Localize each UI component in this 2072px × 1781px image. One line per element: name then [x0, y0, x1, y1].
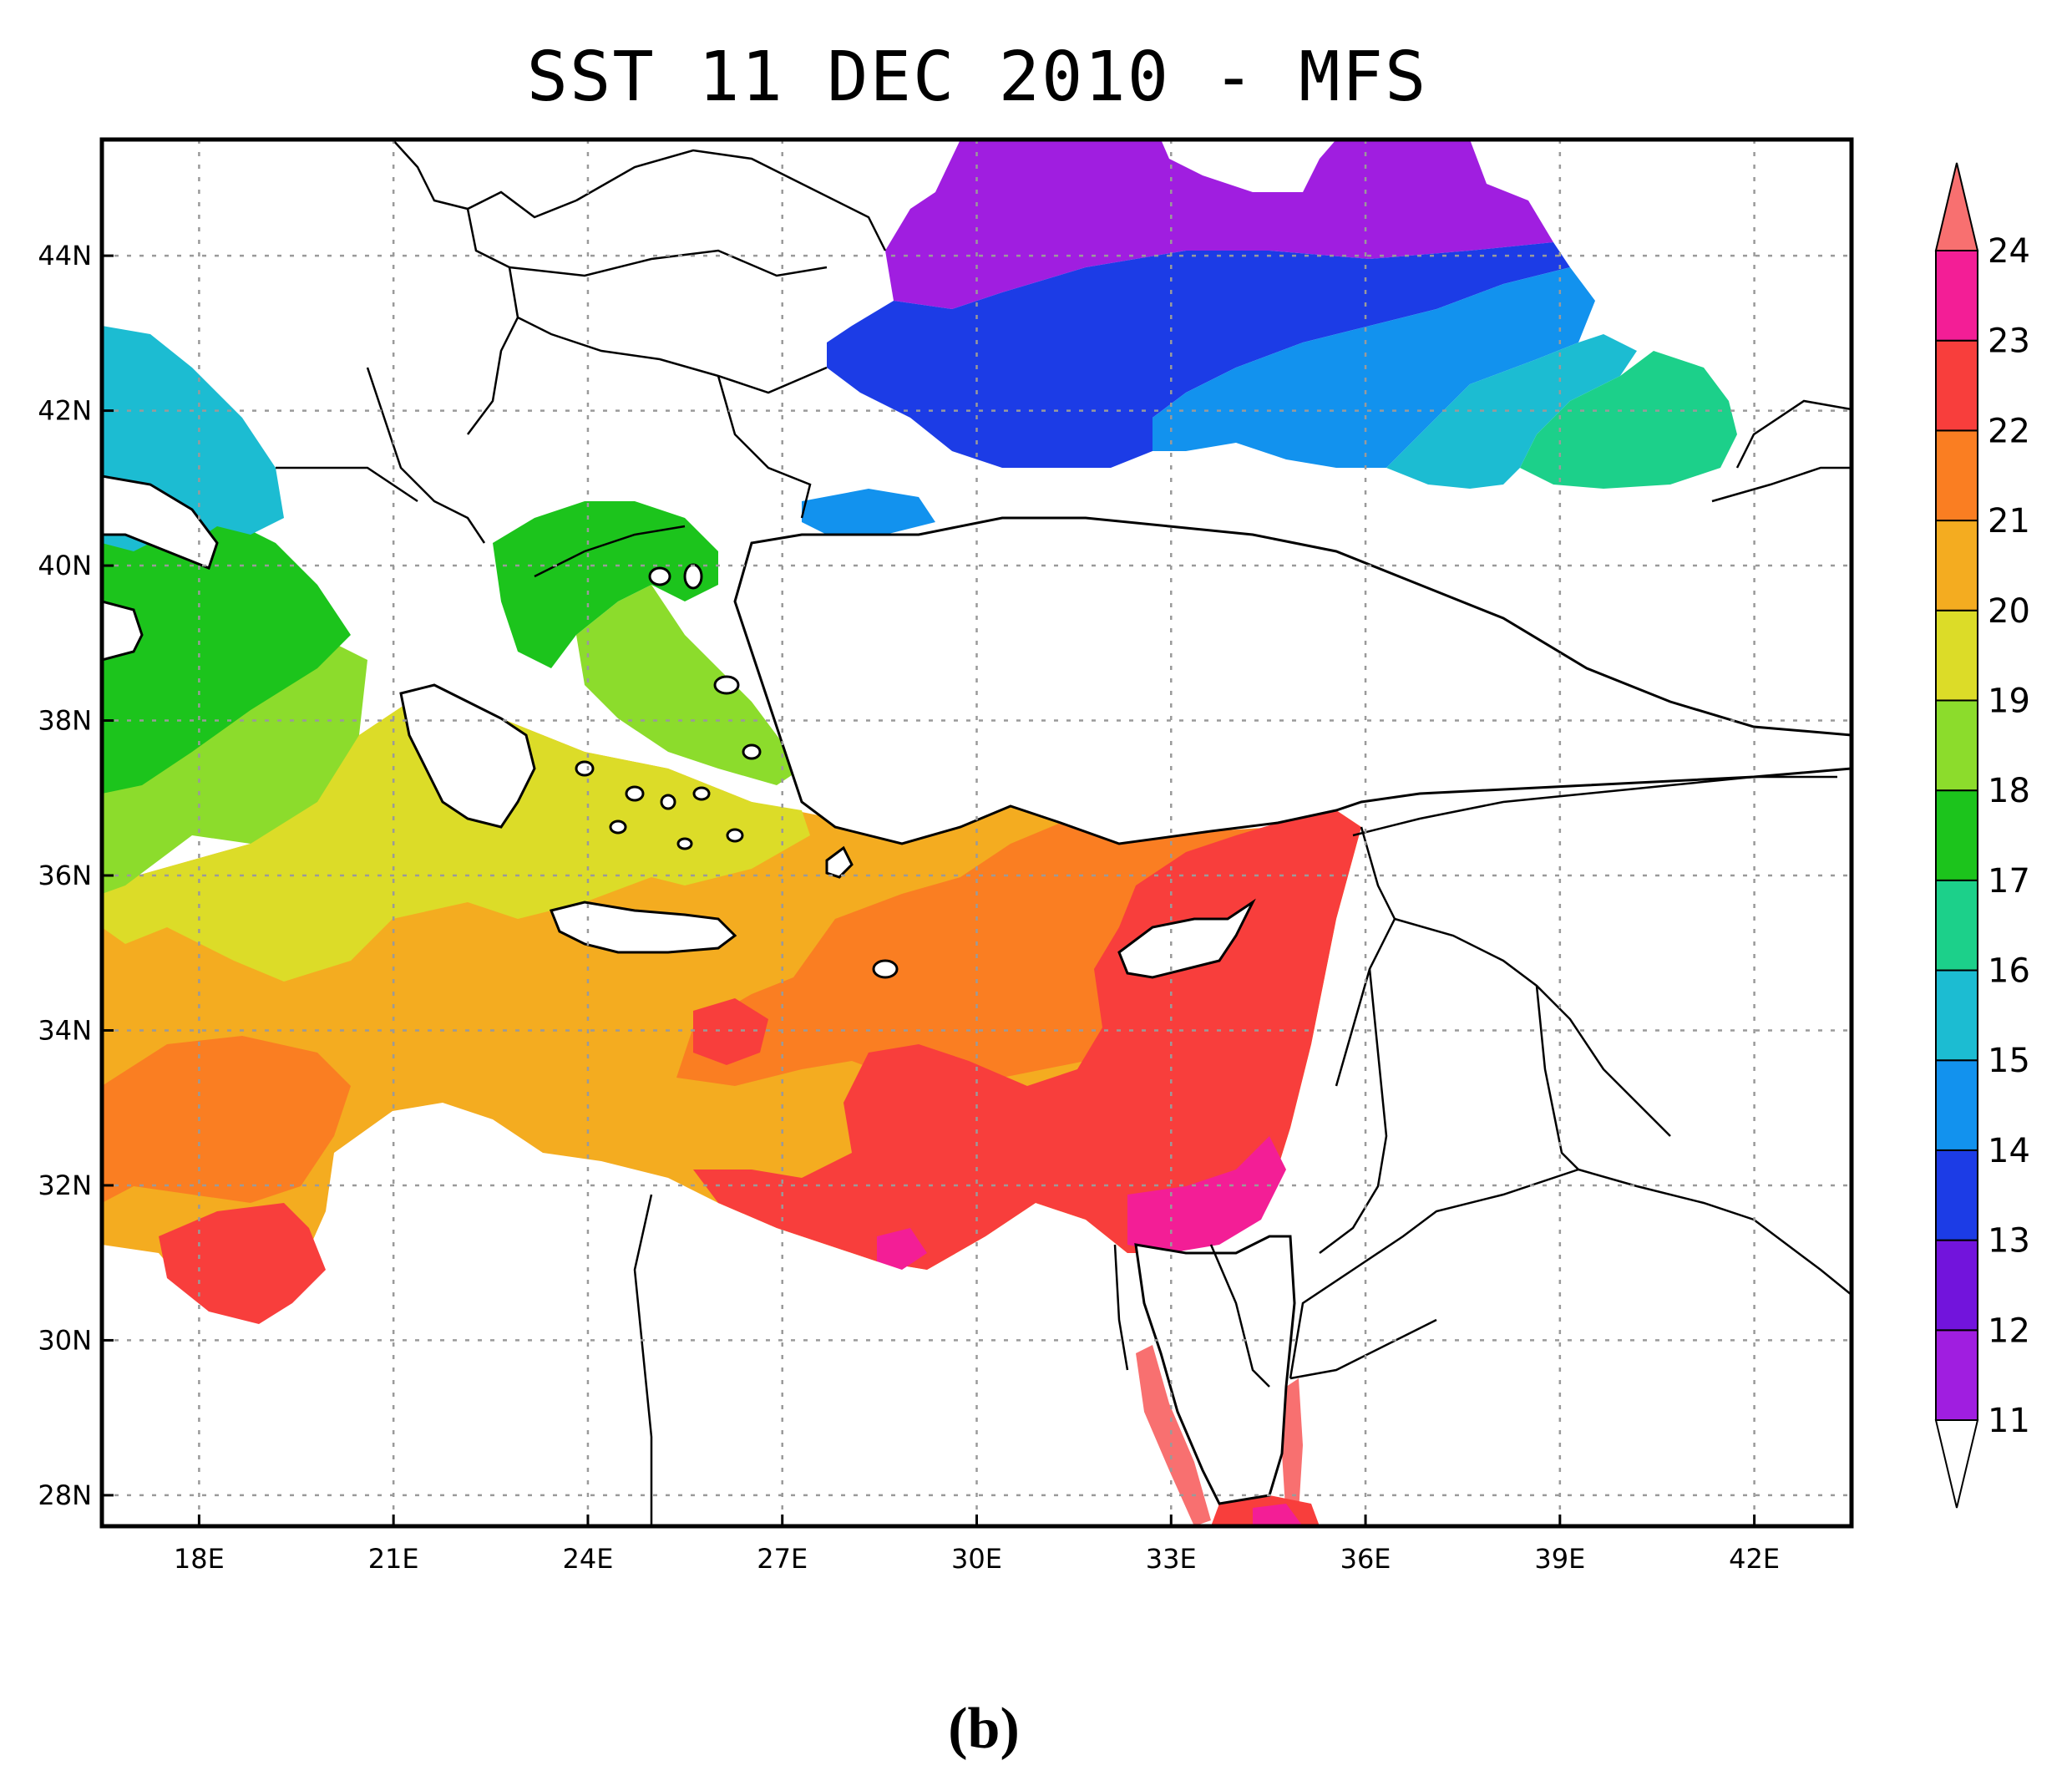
colorbar-label: 17	[1988, 862, 2030, 901]
y-tick-label: 34N	[38, 1014, 92, 1046]
land-turkey-coast	[733, 516, 1852, 845]
colorbar-label: 12	[1988, 1312, 2030, 1350]
sst-region-levantine-red-spot	[693, 998, 768, 1065]
colorbar-label: 23	[1988, 322, 2030, 361]
x-tick-label: 30E	[951, 1543, 1002, 1575]
y-axis-ticks: 44N 42N 40N 38N 36N 34N 32N 30N 28N	[38, 240, 114, 1511]
sst-region-ionian-light-green	[102, 635, 367, 894]
colorbar-swatch	[1935, 520, 1978, 611]
colorbar-label: 19	[1988, 682, 2030, 720]
colorbar-swatch	[1935, 250, 1978, 342]
y-tick-label: 44N	[38, 240, 92, 271]
y-tick-label: 42N	[38, 395, 92, 427]
colorbar-swatch	[1935, 699, 1978, 792]
x-tick-label: 27E	[757, 1543, 808, 1575]
x-tick-label: 39E	[1534, 1543, 1585, 1575]
land-crete	[549, 901, 737, 954]
colorbar-lower-extend	[1934, 1419, 1979, 1509]
colorbar-label: 15	[1988, 1042, 2030, 1080]
land-italy-heel	[102, 474, 219, 570]
sst-region-black-sea-central	[827, 242, 1570, 468]
country-borders	[276, 140, 1852, 1526]
sst-region-ionian-north	[102, 518, 351, 794]
colorbar-swatch	[1935, 879, 1978, 972]
colorbar-swatch	[1935, 1149, 1978, 1241]
sst-region-libya-orange	[102, 1036, 351, 1203]
colorbar-swatch	[1935, 1329, 1978, 1422]
land-sinai	[1134, 1235, 1296, 1505]
grid-lines	[102, 140, 1852, 1526]
colorbar-upper-extend	[1934, 162, 1979, 251]
colorbar-swatch	[1935, 339, 1978, 432]
colorbar-swatch	[1935, 429, 1978, 522]
figure-caption: (b)	[948, 1697, 1020, 1761]
colorbar-label: 22	[1988, 412, 2030, 450]
sst-region-red-sea-pink	[1253, 1504, 1303, 1526]
x-tick-label: 21E	[368, 1543, 419, 1575]
colorbar-label: 14	[1988, 1132, 2030, 1170]
sst-region-marmara	[802, 489, 935, 535]
sst-region-aegean-north	[493, 501, 718, 668]
map-title: SST 11 DEC 2010 - MFS	[526, 38, 1428, 117]
y-tick-label: 28N	[38, 1479, 92, 1511]
sst-region-ionian-south	[102, 685, 810, 982]
y-tick-label: 40N	[38, 550, 92, 581]
sst-region-gulf-of-aqaba	[1282, 1378, 1303, 1520]
colorbar-swatch	[1935, 969, 1978, 1062]
colorbar-swatch	[1935, 609, 1978, 702]
x-tick-label: 18E	[174, 1543, 225, 1575]
y-tick-label: 38N	[38, 705, 92, 737]
colorbar-label: 11	[1988, 1402, 2030, 1440]
sst-region-nile-delta	[877, 1228, 927, 1270]
land-rhodes	[825, 845, 854, 879]
aegean-islands	[575, 563, 899, 979]
x-tick-label: 33E	[1146, 1543, 1197, 1575]
sst-region-black-sea-north	[885, 140, 1553, 309]
colorbar-label: 24	[1988, 232, 2030, 271]
x-tick-label: 36E	[1340, 1543, 1391, 1575]
x-axis-ticks: 18E 21E 24E 27E 30E 33E 36E 39E 42E	[174, 1515, 1780, 1575]
y-tick-label: 30N	[38, 1324, 92, 1356]
colorbar-label: 20	[1988, 592, 2030, 631]
sst-region-black-sea-southeast	[1520, 351, 1737, 489]
colorbar-label: 13	[1988, 1222, 2030, 1261]
land-italy-toe	[102, 600, 144, 662]
sst-region-black-sea-east	[1153, 267, 1595, 468]
x-tick-label: 24E	[562, 1543, 613, 1575]
colorbar-label: 18	[1988, 772, 2030, 810]
sst-region-aegean-light-green	[576, 585, 802, 785]
sst-region-black-sea-east-cyan	[1386, 334, 1637, 489]
sst-region-libya-red	[159, 1203, 326, 1324]
colorbar: 11 12 13 14 15 16 17 18 19 20 21 22 23 24	[1934, 162, 2030, 1509]
x-tick-label: 42E	[1729, 1543, 1780, 1575]
colorbar-label: 16	[1988, 952, 2030, 991]
land-cyprus	[1117, 898, 1256, 979]
y-tick-label: 32N	[38, 1170, 92, 1201]
y-tick-label: 36N	[38, 860, 92, 891]
sst-region-egypt-coast	[1127, 1136, 1286, 1253]
sst-field	[102, 140, 1852, 1526]
colorbar-swatch	[1935, 789, 1978, 881]
colorbar-swatch	[1935, 1239, 1978, 1332]
sst-region-gulf-of-suez	[1136, 1345, 1211, 1526]
colorbar-swatch	[1935, 1059, 1978, 1151]
colorbar-label: 21	[1988, 502, 2030, 540]
land-peloponnese	[399, 683, 536, 829]
